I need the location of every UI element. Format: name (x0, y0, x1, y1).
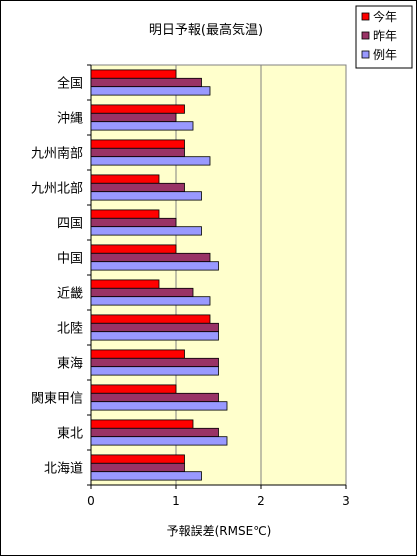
bar-3-10 (90, 401, 228, 411)
bar-3-2 (90, 121, 194, 131)
bar-3-9 (90, 366, 219, 376)
bar-3-5 (90, 226, 202, 236)
bar-2-12 (90, 462, 185, 473)
legend-label: 例年 (373, 48, 397, 62)
x-tick-label: 3 (342, 494, 350, 508)
bar-1-8 (90, 314, 211, 324)
x-tick-label: 0 (87, 494, 95, 508)
x-axis-label: 予報誤差(RMSE℃) (167, 523, 272, 538)
bar-1-6 (90, 244, 177, 254)
bar-3-11 (90, 436, 228, 446)
bar-3-6 (90, 261, 219, 271)
category-label: 四国 (57, 217, 83, 232)
bar-2-2 (90, 112, 177, 123)
bar-1-7 (90, 279, 160, 289)
bar-1-2 (90, 104, 185, 114)
category-label: 中国 (57, 252, 83, 267)
category-label: 九州南部 (31, 146, 83, 162)
category-label: 近畿 (57, 287, 83, 302)
bar-2-10 (90, 392, 219, 403)
bar-2-3 (90, 147, 185, 158)
bar-3-12 (90, 471, 202, 481)
bar-1-9 (90, 349, 185, 359)
bar-1-12 (90, 454, 185, 464)
bar-1-3 (90, 139, 185, 149)
x-tick-label: 1 (172, 494, 180, 508)
legend-swatch (361, 31, 370, 40)
category-label: 沖縄 (57, 112, 83, 127)
category-label: 北陸 (57, 321, 83, 337)
bar-1-10 (90, 384, 177, 394)
category-label: 九州北部 (31, 182, 83, 197)
bar-2-7 (90, 287, 194, 298)
bar-2-4 (90, 182, 185, 193)
bar-2-9 (90, 357, 219, 368)
bar-1-1 (90, 69, 177, 79)
bar-2-6 (90, 252, 211, 263)
bar-3-4 (90, 191, 202, 201)
category-label: 東海 (57, 356, 83, 372)
bar-2-5 (90, 217, 177, 228)
bar-2-8 (90, 322, 219, 333)
bar-2-11 (90, 427, 219, 438)
bar-3-1 (90, 86, 211, 96)
x-axis-tick-labels: 0 1 2 3 (87, 494, 350, 508)
category-label: 東北 (57, 426, 83, 442)
bar-2-1 (90, 77, 202, 88)
category-label: 北海道 (44, 462, 83, 477)
chart-title: 明日予報(最高気温) (149, 22, 263, 38)
bar-3-8 (90, 331, 219, 341)
bar-3-7 (90, 296, 211, 306)
bar-1-11 (90, 419, 194, 429)
legend-label: 今年 (373, 9, 397, 24)
bar-3-3 (90, 156, 211, 166)
legend-swatch (361, 12, 370, 21)
category-label: 全国 (57, 76, 83, 92)
legend-swatch (361, 50, 370, 59)
bar-1-5 (90, 209, 160, 219)
bar-1-4 (90, 174, 160, 184)
x-tick-label: 2 (257, 494, 265, 508)
plot-area (87, 64, 347, 489)
plot-background (90, 64, 347, 486)
category-label: 関東甲信 (31, 391, 83, 407)
legend-label: 昨年 (373, 29, 397, 43)
